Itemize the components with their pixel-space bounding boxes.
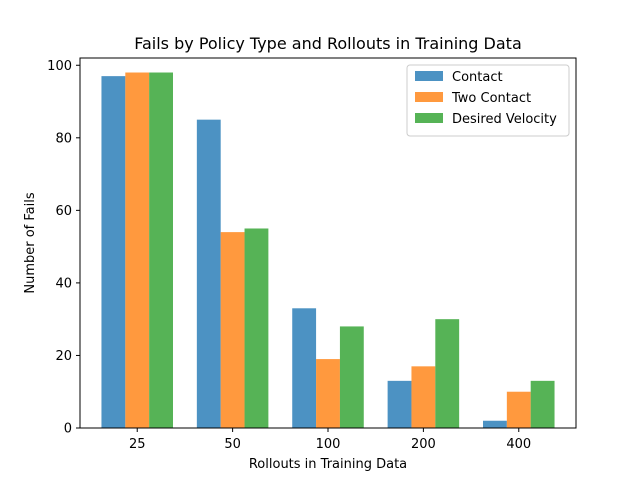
bar-desired-velocity-50 bbox=[244, 228, 269, 428]
legend-box bbox=[406, 64, 570, 137]
bar-desired-velocity-200 bbox=[435, 319, 460, 428]
bar-contact-100 bbox=[292, 308, 317, 428]
bar-two-contact-50 bbox=[220, 232, 245, 428]
legend-swatch-contact bbox=[415, 71, 443, 81]
legend-label-contact: Contact bbox=[452, 70, 503, 85]
x-tick-label: 400 bbox=[506, 437, 531, 452]
y-tick-label: 0 bbox=[64, 422, 72, 437]
y-tick-label: 80 bbox=[55, 131, 72, 146]
bar-contact-200 bbox=[387, 380, 412, 428]
y-tick-label: 100 bbox=[47, 59, 72, 74]
bar-contact-25 bbox=[101, 76, 126, 428]
chart-title: Fails by Policy Type and Rollouts in Tra… bbox=[134, 34, 522, 53]
x-tick-label: 50 bbox=[224, 437, 241, 452]
legend-label-desired-velocity: Desired Velocity bbox=[452, 112, 557, 127]
bar-contact-400 bbox=[483, 420, 507, 428]
y-tick-label: 60 bbox=[55, 204, 72, 219]
bar-two-contact-400 bbox=[506, 391, 531, 428]
bars-group bbox=[101, 72, 555, 429]
x-tick-label: 100 bbox=[316, 437, 341, 452]
x-tick-label: 25 bbox=[129, 437, 146, 452]
y-tick-label: 40 bbox=[55, 276, 72, 291]
x-axis-label: Rollouts in Training Data bbox=[249, 457, 407, 472]
bar-two-contact-25 bbox=[125, 72, 150, 429]
y-tick-label: 20 bbox=[55, 349, 72, 364]
bar-two-contact-200 bbox=[411, 366, 436, 428]
y-axis-label: Number of Fails bbox=[23, 192, 38, 293]
legend-swatch-two-contact bbox=[415, 92, 443, 102]
legend: Contact Two Contact Desired Velocity bbox=[406, 64, 570, 137]
bar-contact-50 bbox=[196, 119, 221, 429]
legend-swatch-desired-velocity bbox=[415, 113, 443, 123]
legend-label-two-contact: Two Contact bbox=[451, 91, 531, 106]
y-axis: 0 20 40 60 80 100 bbox=[47, 59, 80, 437]
x-axis: 25 50 100 200 400 bbox=[129, 428, 531, 452]
bar-desired-velocity-400 bbox=[530, 380, 555, 428]
bar-two-contact-100 bbox=[316, 359, 340, 428]
bar-desired-velocity-100 bbox=[339, 326, 364, 428]
x-tick-label: 200 bbox=[411, 437, 436, 452]
bar-desired-velocity-25 bbox=[149, 72, 173, 429]
